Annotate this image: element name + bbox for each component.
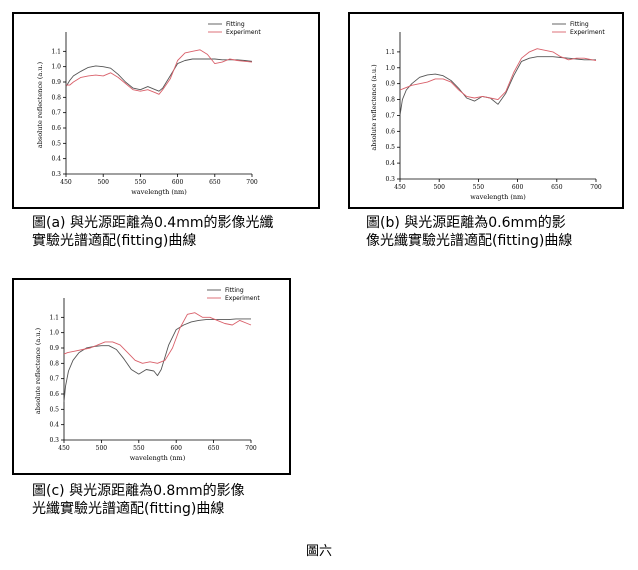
chart-a: 450 500 550 600 650 700 0.3 0.4 0.5 0.6 0.7 0.8 0.9 1… [36,21,261,196]
legend-label: Experiment [225,295,260,302]
y-tick-label: 1.0 [51,64,61,71]
legend-label: Experiment [570,29,605,36]
chart-panel-a: 450 500 550 600 650 700 0.3 0.4 0.5 0.6 0.7 0.8 0.9 1… [12,12,320,209]
series-line-fitting [399,56,596,116]
y-axis-label: absolute reflectence (a.u.) [370,64,378,151]
legend-label: Experiment [226,29,261,36]
y-tick-label: 1.1 [385,49,395,56]
y-axis-label: absolute reflectence (a.u.) [34,327,42,414]
y-tick-label: 0.7 [49,376,59,383]
x-tick-label: 700 [590,184,602,191]
x-tick-label: 450 [58,445,70,452]
legend-label: Fitting [225,287,244,294]
x-tick-label: 600 [172,179,184,186]
y-tick-label: 0.3 [51,171,61,178]
y-tick-label: 0.3 [385,176,395,183]
y-tick-label: 0.4 [385,160,395,167]
x-tick-label: 550 [133,445,145,452]
x-tick-label: 500 [97,179,109,186]
y-axis-label: absolute reflectence (a.u.) [36,61,44,148]
x-tick-label: 450 [394,184,406,191]
y-tick-label: 0.8 [49,360,59,367]
y-tick-label: 0.9 [385,81,395,88]
x-tick-label: 700 [245,445,257,452]
y-tick-label: 0.6 [49,391,59,398]
x-tick-label: 550 [473,184,485,191]
series-line-experiment [66,49,253,95]
x-tick-label: 600 [512,184,524,191]
x-axis-label: wavelength (nm) [131,188,187,196]
x-tick-label: 650 [208,445,220,452]
y-tick-label: 0.3 [49,437,59,444]
y-tick-label: 1.0 [385,65,395,72]
y-tick-label: 0.4 [49,422,59,429]
caption-c: 圖(c) 與光源距離為0.8mm的影像 光纖實驗光譜適配(fitting)曲線 [32,483,245,517]
series-line-fitting [65,58,253,92]
caption-a: 圖(a) 與光源距離為0.4mm的影像光纖 實驗光譜適配(fitting)曲線 [32,215,274,249]
figure-title: 圖六 [305,544,332,559]
y-tick-label: 0.8 [385,97,395,104]
y-tick-label: 0.7 [51,110,61,117]
y-tick-label: 1.1 [51,48,61,55]
y-tick-label: 0.4 [51,156,61,163]
x-tick-label: 700 [246,179,258,186]
y-tick-label: 0.9 [51,79,61,86]
x-axis-label: wavelength (nm) [470,193,526,201]
y-tick-label: 0.8 [51,94,61,101]
chart-b: 450 500 550 600 650 700 0.3 0.4 0.5 0.6 0.7 0.8 0.9 1… [370,21,605,201]
chart-panel-b: 450 500 550 600 650 700 0.3 0.4 0.5 0.6 0.7 0.8 0.9 1… [348,12,624,209]
x-tick-label: 450 [60,179,72,186]
caption-b: 圖(b) 與光源距離為0.6mm的影 像光纖實驗光譜適配(fitting)曲線 [366,215,573,249]
legend-label: Fitting [226,21,245,28]
x-tick-label: 650 [551,184,563,191]
chart-c: 450 500 550 600 650 700 0.3 0.4 0.5 0.6 0.7 0.8 0.9 1… [34,287,260,462]
legend-label: Fitting [570,21,589,28]
y-tick-label: 0.5 [49,406,59,413]
series-line-experiment [399,48,597,101]
x-tick-label: 650 [209,179,221,186]
chart-panel-c: 450 500 550 600 650 700 0.3 0.4 0.5 0.6 0.7 0.8 0.9 1… [12,278,291,475]
y-tick-label: 0.5 [385,144,395,151]
series-line-fitting [63,318,251,402]
y-tick-label: 0.7 [385,112,395,119]
x-tick-label: 500 [96,445,108,452]
x-tick-label: 500 [433,184,445,191]
y-tick-label: 0.5 [51,140,61,147]
series-line-experiment [63,312,252,364]
x-tick-label: 600 [170,445,182,452]
y-tick-label: 1.1 [49,314,59,321]
y-tick-label: 0.6 [385,128,395,135]
y-tick-label: 1.0 [49,330,59,337]
y-tick-label: 0.9 [49,345,59,352]
x-axis-label: wavelength (nm) [130,454,186,462]
x-tick-label: 550 [135,179,147,186]
y-tick-label: 0.6 [51,125,61,132]
